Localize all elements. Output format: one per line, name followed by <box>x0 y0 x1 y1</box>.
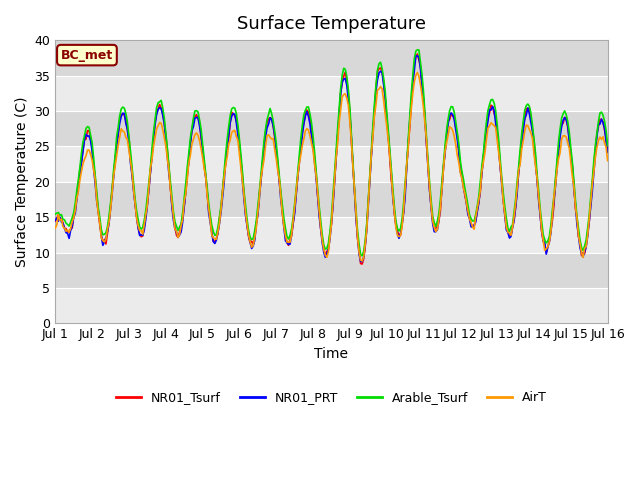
Text: BC_met: BC_met <box>61 48 113 61</box>
AirT <box>358 258 366 264</box>
Bar <box>55 182 607 217</box>
Arable_Tsurf <box>367 148 375 154</box>
Arable_Tsurf <box>540 232 547 238</box>
NR01_PRT <box>604 150 611 156</box>
Line: AirT: AirT <box>55 72 607 261</box>
NR01_Tsurf <box>540 238 547 244</box>
AirT <box>67 226 74 231</box>
NR01_PRT <box>154 107 162 112</box>
Legend: NR01_Tsurf, NR01_PRT, Arable_Tsurf, AirT: NR01_Tsurf, NR01_PRT, Arable_Tsurf, AirT <box>111 386 552 409</box>
AirT <box>413 70 421 75</box>
Arable_Tsurf <box>604 143 611 148</box>
AirT <box>367 151 375 157</box>
NR01_PRT <box>540 238 547 244</box>
Arable_Tsurf <box>358 253 366 259</box>
Bar <box>55 217 607 252</box>
NR01_Tsurf <box>358 261 366 267</box>
AirT <box>154 123 162 129</box>
X-axis label: Time: Time <box>314 347 348 361</box>
Arable_Tsurf <box>51 211 59 217</box>
NR01_Tsurf <box>413 51 421 57</box>
AirT <box>604 158 611 164</box>
NR01_PRT <box>386 151 394 156</box>
Line: NR01_Tsurf: NR01_Tsurf <box>55 54 607 264</box>
Bar <box>55 252 607 288</box>
NR01_Tsurf <box>604 148 611 154</box>
NR01_PRT <box>51 217 59 223</box>
Line: Arable_Tsurf: Arable_Tsurf <box>55 50 607 256</box>
NR01_Tsurf <box>154 106 162 112</box>
NR01_PRT <box>67 228 74 233</box>
Title: Surface Temperature: Surface Temperature <box>237 15 426 33</box>
Line: NR01_PRT: NR01_PRT <box>55 56 607 262</box>
NR01_PRT <box>367 153 375 159</box>
Arable_Tsurf <box>67 219 74 225</box>
Bar <box>55 146 607 182</box>
AirT <box>398 224 406 230</box>
Y-axis label: Surface Temperature (C): Surface Temperature (C) <box>15 96 29 267</box>
Arable_Tsurf <box>386 146 394 152</box>
NR01_PRT <box>358 259 366 264</box>
AirT <box>540 237 547 243</box>
AirT <box>51 225 59 231</box>
NR01_Tsurf <box>51 218 59 224</box>
Arable_Tsurf <box>413 47 421 53</box>
Arable_Tsurf <box>398 216 406 222</box>
Bar <box>55 40 607 75</box>
Bar <box>55 288 607 324</box>
NR01_Tsurf <box>367 151 375 156</box>
NR01_PRT <box>413 53 421 59</box>
NR01_Tsurf <box>386 155 394 161</box>
NR01_Tsurf <box>67 226 74 232</box>
NR01_Tsurf <box>398 221 406 227</box>
AirT <box>386 153 394 159</box>
Bar <box>55 75 607 111</box>
Bar <box>55 111 607 146</box>
Arable_Tsurf <box>154 100 162 106</box>
NR01_PRT <box>398 222 406 228</box>
